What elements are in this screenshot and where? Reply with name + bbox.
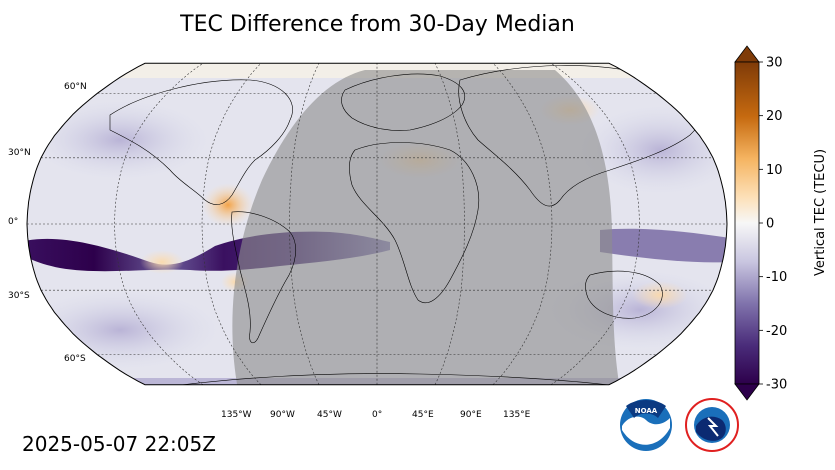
lon-label: 135°W <box>221 410 252 420</box>
north-america-outline <box>109 79 293 205</box>
lat-label: 0° <box>8 217 18 227</box>
graticule-meridian <box>492 63 553 385</box>
colorbar-max-extend <box>734 45 760 63</box>
colorbar-label: Vertical TEC (TECU) <box>813 149 828 276</box>
tec-anomaly-region <box>27 290 220 370</box>
map-title: TEC Difference from 30-Day Median <box>180 12 575 37</box>
colorbar: 30 20 10 0 -10 -20 -30 Vertical TEC (TECU) <box>734 45 828 401</box>
lon-label: 45°E <box>412 410 434 420</box>
colorbar-tick-label: 30 <box>766 56 783 71</box>
lat-label: 60°S <box>64 354 86 364</box>
tec-enhancement-region <box>140 250 184 274</box>
lat-label: 60°N <box>64 82 87 92</box>
lat-label: 30°N <box>8 148 31 158</box>
africa-outline <box>349 142 480 304</box>
colorbar-tick-label: 10 <box>766 163 783 178</box>
colorbar-gradient <box>734 61 760 385</box>
tec-enhancement-region <box>632 281 688 309</box>
agency-logos: NOAA <box>620 398 739 452</box>
graticule-meridian <box>434 63 465 385</box>
antarctica-outline <box>129 373 661 385</box>
graticule <box>27 63 727 385</box>
lon-label: 0° <box>372 410 382 420</box>
nws-logo-icon <box>685 398 739 452</box>
europe-outline <box>341 73 466 131</box>
lat-label: 30°S <box>8 291 30 301</box>
colorbar-tick-label: -20 <box>766 324 787 339</box>
colorbar-tick-label: 0 <box>766 217 774 232</box>
night-side-shading <box>232 70 622 385</box>
noaa-logo-text: NOAA <box>635 407 658 415</box>
lon-label: 90°W <box>270 410 295 420</box>
timestamp: 2025-05-07 22:05Z <box>22 432 216 456</box>
map-body <box>27 63 727 385</box>
globe-outline <box>26 62 728 386</box>
graticule-meridian <box>289 63 320 385</box>
tec-anomaly-region <box>30 100 210 180</box>
lon-label: 135°E <box>503 410 531 420</box>
south-america-outline <box>231 211 297 344</box>
graticule-meridian <box>114 63 204 385</box>
tec-anomaly-region <box>600 228 727 263</box>
tec-enhancement-region <box>202 183 254 227</box>
graticule-meridian <box>550 63 640 385</box>
colorbar-min-extend <box>734 383 760 401</box>
colorbar-tick-label: 20 <box>766 109 783 124</box>
lon-label: 45°W <box>317 410 342 420</box>
noaa-logo-icon: NOAA <box>620 399 672 451</box>
graticule-meridian <box>201 63 262 385</box>
lon-label: 90°E <box>460 410 482 420</box>
colorbar-tick-label: -10 <box>766 270 787 285</box>
colorbar-tick-label: -30 <box>766 378 787 393</box>
